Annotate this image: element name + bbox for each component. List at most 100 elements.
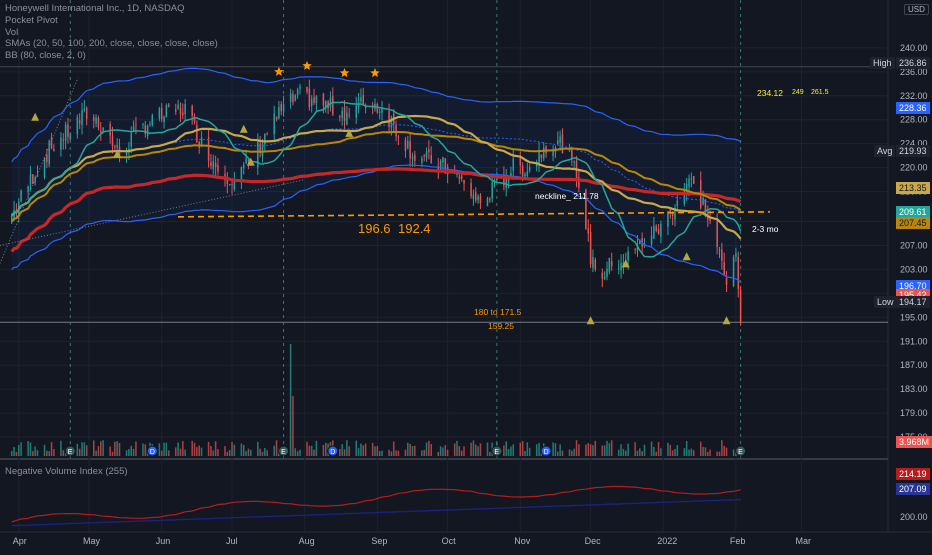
candle	[657, 224, 660, 235]
volume-bar	[34, 446, 36, 456]
candle-body	[322, 93, 325, 106]
volume-bar	[606, 440, 608, 456]
volume-bar	[641, 451, 643, 456]
candle	[404, 136, 407, 158]
candle	[381, 100, 383, 121]
volume-bar	[142, 443, 144, 456]
volume-bar	[177, 442, 179, 456]
volume-bar	[250, 449, 252, 456]
volume-bar	[92, 440, 95, 456]
volume-bar	[601, 445, 604, 456]
volume-bar	[10, 450, 13, 456]
candle	[144, 120, 147, 138]
candle-body	[325, 100, 327, 109]
candle-body	[146, 125, 149, 137]
volume-bar	[486, 442, 489, 456]
candle-body	[282, 104, 285, 112]
volume-bar	[163, 442, 165, 456]
volume-bar	[95, 450, 97, 456]
candle	[519, 151, 522, 175]
candle-body	[620, 263, 622, 271]
volume-bar	[507, 449, 510, 456]
volume-bar	[528, 447, 531, 456]
candle	[585, 188, 587, 230]
candle-body	[725, 278, 728, 285]
lower-pane-title: Negative Volume Index (255)	[5, 466, 128, 477]
candle	[217, 157, 219, 176]
volume-bar	[97, 446, 100, 456]
candle	[308, 79, 311, 111]
candle-body	[603, 277, 606, 279]
candle-body	[655, 226, 657, 231]
candle	[132, 120, 135, 131]
candle	[608, 257, 611, 275]
candle-body	[395, 124, 397, 136]
candle-body	[676, 200, 679, 207]
candle-body	[217, 164, 219, 172]
y-tick-label: 207.00	[900, 240, 928, 250]
candle-body	[589, 231, 592, 265]
candle	[32, 174, 34, 185]
candle-body	[130, 133, 133, 147]
volume-bar	[521, 440, 524, 456]
candle-body	[505, 178, 507, 188]
candle	[540, 154, 543, 163]
volume-bar	[17, 445, 20, 456]
volume-bar	[460, 450, 463, 456]
volume-bar	[489, 451, 491, 456]
candle	[655, 224, 657, 233]
volume-bar	[13, 446, 15, 456]
volume-bar	[378, 451, 381, 456]
x-tick-label: Mar	[796, 536, 812, 546]
candle-body	[76, 117, 79, 134]
low-label: Low	[874, 296, 897, 308]
volume-bar	[36, 450, 39, 456]
candle-body	[381, 107, 383, 113]
candle	[528, 163, 531, 173]
candle	[376, 102, 379, 114]
event-marker	[735, 445, 747, 457]
volume-bar	[48, 451, 50, 456]
candle	[538, 142, 540, 173]
x-tick-label: Oct	[442, 536, 457, 546]
x-tick-label: Sep	[371, 536, 387, 546]
volume-bar	[554, 443, 557, 456]
volume-bar	[114, 441, 116, 456]
candle-body	[608, 257, 611, 272]
candle	[409, 133, 411, 167]
candle-body	[456, 173, 458, 175]
trendline-up	[0, 77, 79, 264]
candle-body	[594, 259, 597, 270]
candle	[149, 121, 151, 127]
currency-badge[interactable]: USD	[904, 4, 929, 15]
sma20-badge: 209.61	[896, 206, 930, 218]
volume-bar	[535, 444, 538, 456]
candle	[371, 101, 374, 115]
volume-bar	[32, 451, 34, 456]
candle-body	[36, 174, 39, 177]
candle	[617, 259, 620, 275]
volume-bar	[339, 449, 341, 456]
candle-body	[540, 154, 543, 159]
candle-body	[167, 104, 170, 107]
volume-bar	[444, 445, 447, 456]
candle	[486, 196, 489, 207]
candle	[29, 165, 32, 191]
candle-body	[702, 197, 704, 205]
candle-body	[27, 185, 29, 192]
candle-body	[196, 124, 198, 143]
volume-bar	[53, 449, 55, 456]
candle-body	[310, 99, 313, 107]
candle	[95, 114, 97, 128]
candle-body	[308, 88, 311, 108]
volume-bar	[709, 449, 711, 456]
legend-line: BB (80, close, 2, 0)	[5, 50, 86, 62]
volume-bar	[245, 451, 247, 456]
candle-body	[667, 211, 669, 227]
candle-body	[685, 183, 688, 192]
candle-body	[718, 249, 721, 251]
candle	[414, 150, 416, 167]
sma100-line	[10, 131, 742, 223]
volume-bar	[130, 445, 133, 456]
candle-body	[240, 167, 243, 182]
